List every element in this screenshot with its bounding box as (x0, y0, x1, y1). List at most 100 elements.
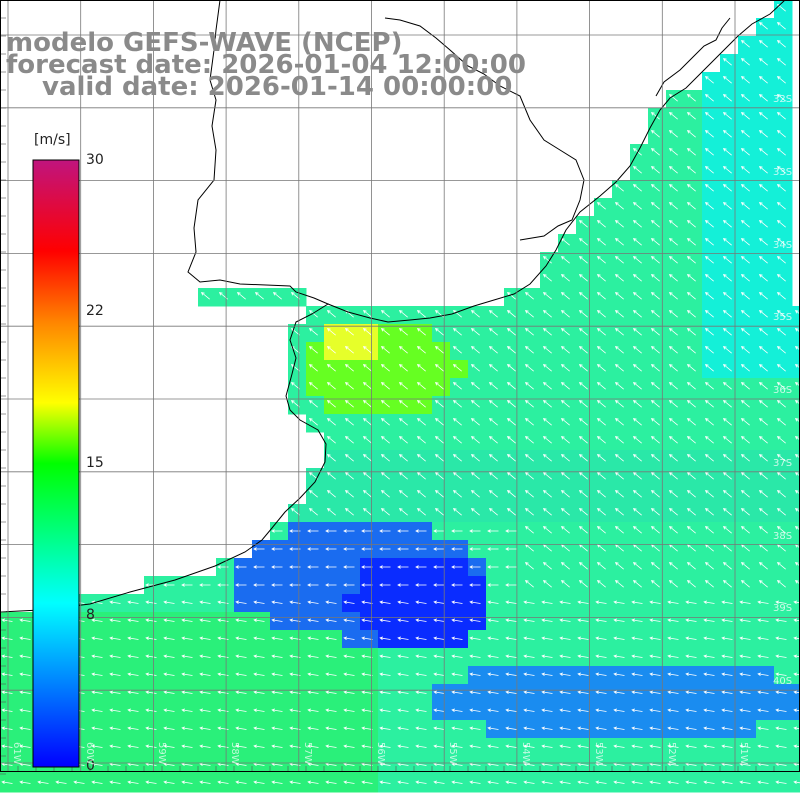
wind-arrow (181, 583, 193, 587)
wind-arrow (505, 654, 517, 659)
wind-arrow (758, 237, 768, 246)
wind-arrow (560, 363, 570, 372)
wind-arrow (722, 147, 732, 156)
wind-arrow (614, 363, 624, 372)
wind-arrow (505, 583, 517, 587)
wind-arrow (1, 780, 13, 785)
wind-arrow (217, 708, 229, 713)
wind-arrow (397, 744, 409, 749)
wind-arrow (632, 363, 642, 372)
wind-arrow (451, 618, 463, 623)
wind-arrow (577, 600, 589, 605)
wind-arrow (668, 579, 678, 588)
wind-arrow (290, 399, 300, 408)
wind-arrow (596, 345, 606, 354)
wind-arrow (560, 489, 570, 498)
wind-arrow (451, 708, 463, 713)
wind-arrow (758, 435, 768, 444)
wind-arrow (542, 273, 552, 282)
wind-arrow (344, 435, 354, 444)
wind-arrow (614, 381, 624, 390)
wind-arrow (434, 363, 444, 372)
wind-arrow (19, 780, 31, 785)
wind-arrow (668, 435, 678, 444)
wind-arrow (217, 726, 229, 731)
wind-arrow (506, 399, 516, 408)
wind-arrow (758, 255, 768, 264)
wind-speed-cell (792, 540, 800, 559)
wind-arrow (271, 600, 283, 605)
wind-arrow (415, 726, 427, 731)
wind-arrow (524, 435, 534, 444)
wind-arrow (650, 435, 660, 444)
wind-arrow (614, 579, 624, 588)
wind-arrow (596, 381, 606, 390)
wind-arrow (415, 672, 427, 677)
wind-arrow (758, 201, 768, 210)
wind-arrow (757, 654, 769, 659)
wind-arrow (541, 744, 553, 749)
wind-arrow (740, 345, 750, 354)
wind-arrow (434, 489, 444, 498)
wind-arrow (469, 583, 481, 587)
wind-arrow (775, 744, 787, 749)
wind-arrow (506, 309, 516, 318)
wind-arrow (307, 565, 319, 569)
wind-arrow (344, 417, 354, 426)
wind-arrow (217, 565, 229, 569)
wind-arrow (631, 690, 643, 695)
wind-arrow (722, 507, 732, 516)
wind-arrow (721, 636, 733, 641)
wind-arrow (559, 780, 571, 785)
wind-arrow (758, 453, 768, 462)
wind-arrow (596, 489, 606, 498)
wind-arrow (524, 453, 534, 462)
wind-arrow (668, 381, 678, 390)
wind-arrow (704, 291, 714, 300)
wind-arrow (415, 600, 427, 605)
wind-arrow (685, 690, 697, 695)
wind-arrow (307, 654, 319, 659)
wind-arrow (686, 93, 696, 102)
lon-label: 59W (156, 742, 167, 765)
wind-arrow (650, 255, 660, 264)
wind-arrow (668, 237, 678, 246)
wind-arrow (308, 309, 318, 318)
wind-arrow (541, 600, 553, 605)
wind-speed-cell (792, 414, 800, 433)
wind-arrow (577, 690, 589, 695)
wind-arrow (451, 780, 463, 785)
wind-arrow (145, 690, 157, 695)
wind-arrow (415, 654, 427, 659)
wind-arrow (577, 726, 589, 731)
wind-arrow (217, 780, 229, 785)
wind-arrow (416, 309, 426, 318)
wind-arrow (614, 273, 624, 282)
wind-arrow (523, 600, 535, 605)
wind-arrow (163, 726, 175, 731)
wind-arrow (740, 507, 750, 516)
wind-arrow (758, 309, 768, 318)
wind-arrow (704, 201, 714, 210)
colorbar-tick-8: 8 (86, 607, 95, 623)
wind-arrow (650, 471, 660, 480)
wind-arrow (398, 471, 408, 480)
wind-arrow (325, 726, 337, 731)
wind-arrow (757, 636, 769, 641)
wind-arrow (686, 327, 696, 336)
wind-arrow (722, 93, 732, 102)
wind-arrow (578, 327, 588, 336)
wind-arrow (631, 600, 643, 605)
wind-arrow (722, 471, 732, 480)
wind-arrow (776, 183, 786, 192)
wind-arrow (740, 453, 750, 462)
wind-arrow (578, 291, 588, 300)
wind-arrow (595, 780, 607, 785)
wind-arrow (253, 672, 265, 677)
wind-arrow (632, 291, 642, 300)
lagoon-path (384, 17, 585, 241)
wind-arrow (397, 600, 409, 605)
wind-arrow (326, 381, 336, 390)
wind-arrow (416, 435, 426, 444)
wind-arrow (451, 744, 463, 749)
